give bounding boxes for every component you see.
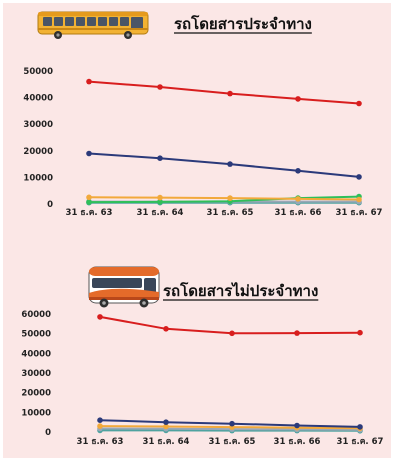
y-tick-label: 10000 <box>21 408 51 418</box>
series-line <box>99 315 361 335</box>
data-point <box>357 424 363 430</box>
data-point <box>294 330 300 336</box>
x-tick-label: 31 ธ.ค. 64 <box>137 208 184 218</box>
y-tick-label: 30000 <box>21 369 51 379</box>
data-point <box>356 174 362 180</box>
data-point <box>295 96 301 102</box>
data-point <box>86 150 92 157</box>
city-bus-icon <box>37 11 149 39</box>
y-tick-label: 20000 <box>21 389 51 399</box>
x-tick-label: 31 ธ.ค. 67 <box>337 437 384 447</box>
data-point <box>227 195 233 201</box>
chart-panel: รถโดยสารประจำทาง รถโดยสารไม่ประจำทาง 0 10… <box>3 3 391 458</box>
data-point <box>163 326 169 332</box>
y-tick-label: 0 <box>45 428 51 438</box>
y-tick-label: 20000 <box>23 147 53 157</box>
data-point <box>163 423 169 430</box>
tour-bus-icon <box>88 266 160 308</box>
data-point <box>157 194 163 201</box>
chart-title: รถโดยสารไม่ประจำทาง <box>163 281 318 300</box>
x-tick-label: 31 ธ.ค. 63 <box>77 437 124 447</box>
x-tick-label: 31 ธ.ค. 65 <box>207 208 254 218</box>
x-tick-label: 31 ธ.ค. 63 <box>66 208 113 218</box>
data-point <box>229 420 235 427</box>
x-tick-label: 31 ธ.ค. 65 <box>209 437 256 447</box>
data-point <box>227 90 233 97</box>
y-tick-label: 0 <box>47 200 53 210</box>
x-tick-label: 31 ธ.ค. 66 <box>275 208 322 218</box>
data-point <box>229 330 235 337</box>
y-tick-label: 50000 <box>21 330 51 340</box>
data-point <box>357 329 363 336</box>
data-point <box>97 314 103 320</box>
data-point <box>157 84 163 90</box>
plot-area: 0 10000 20000 30000 40000 50000 31 ธ.ค. 63 31 ธ… <box>23 67 382 218</box>
data-point <box>294 422 300 429</box>
plot-area: 0 10000 20000 30000 40000 50000 60000 31 ธ.ค. 6… <box>21 310 383 447</box>
data-point <box>295 196 301 202</box>
data-point <box>157 155 163 161</box>
x-tick-label: 31 ธ.ค. 64 <box>143 437 190 447</box>
chart-title: รถโดยสารประจำทาง <box>174 14 312 33</box>
x-tick-label: 31 ธ.ค. 66 <box>274 437 321 447</box>
data-point <box>356 100 362 107</box>
charts-svg: รถโดยสารประจำทาง รถโดยสารไม่ประจำทาง 0 10… <box>21 11 384 447</box>
data-point <box>97 417 103 424</box>
y-tick-label: 10000 <box>23 173 53 183</box>
data-point <box>227 161 233 167</box>
y-tick-label: 30000 <box>23 120 53 130</box>
y-tick-label: 40000 <box>23 94 53 104</box>
data-point <box>157 199 163 205</box>
series-line <box>88 80 360 105</box>
y-tick-label: 40000 <box>21 349 51 359</box>
data-point <box>356 196 362 203</box>
y-tick-label: 60000 <box>21 310 51 320</box>
x-tick-label: 31 ธ.ค. 67 <box>336 208 383 218</box>
y-tick-label: 50000 <box>23 67 53 77</box>
data-point <box>86 194 92 201</box>
data-point <box>86 199 92 205</box>
data-point <box>163 419 169 426</box>
data-point <box>97 423 103 429</box>
data-point <box>295 168 301 174</box>
series-line <box>88 152 360 178</box>
data-point <box>86 78 92 85</box>
